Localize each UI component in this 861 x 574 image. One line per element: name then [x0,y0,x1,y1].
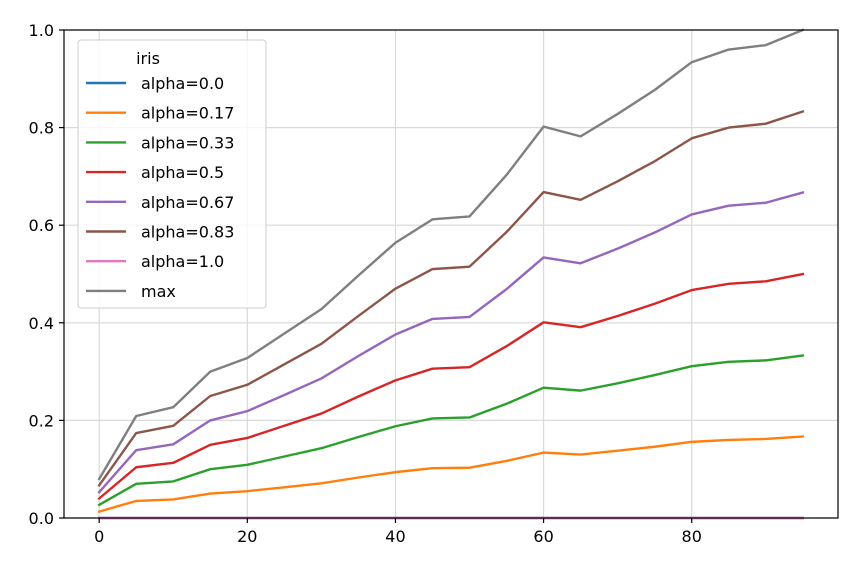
legend-label: alpha=0.5 [141,163,224,182]
axes: 0 20 40 60 80 0.0 0.2 0.4 0.6 0.8 1.0 [29,21,702,546]
x-tick-label: 20 [237,527,257,546]
series-line-alpha-0-83 [97,109,805,487]
x-tick-label: 60 [533,527,553,546]
legend: iris alpha=0.0alpha=0.17alpha=0.33alpha=… [77,39,267,309]
x-tick-label: 80 [682,527,702,546]
series-line-max [97,28,805,481]
series-line-alpha-0-5 [97,272,805,501]
series-line-alpha-0-33 [97,354,805,507]
plot-frame [63,29,839,519]
x-tick-label: 40 [385,527,405,546]
legend-label: max [141,282,176,301]
legend-label: alpha=0.0 [141,74,224,93]
y-tick-label: 0.8 [29,119,54,138]
legend-label: alpha=0.67 [141,193,234,212]
y-tick-label: 1.0 [29,21,54,40]
series-line-alpha-0-67 [97,191,805,494]
legend-label: alpha=0.33 [141,133,234,152]
legend-label: alpha=0.17 [141,104,234,123]
x-tick-label: 0 [94,527,104,546]
series-line-alpha-0-17 [97,435,805,514]
legend-title: iris [136,49,160,68]
y-tick-label: 0.0 [29,509,54,528]
legend-entries: alpha=0.0 alpha=0.17 alpha=0.33 alpha=0.5 al… [86,74,234,301]
y-tick-label: 0.4 [29,314,54,333]
y-tick-label: 0.6 [29,216,54,235]
legend-box [77,39,267,309]
y-tick-label: 0.2 [29,411,54,430]
legend-label: alpha=1.0 [141,252,224,271]
legend-label: alpha=0.83 [141,223,234,242]
